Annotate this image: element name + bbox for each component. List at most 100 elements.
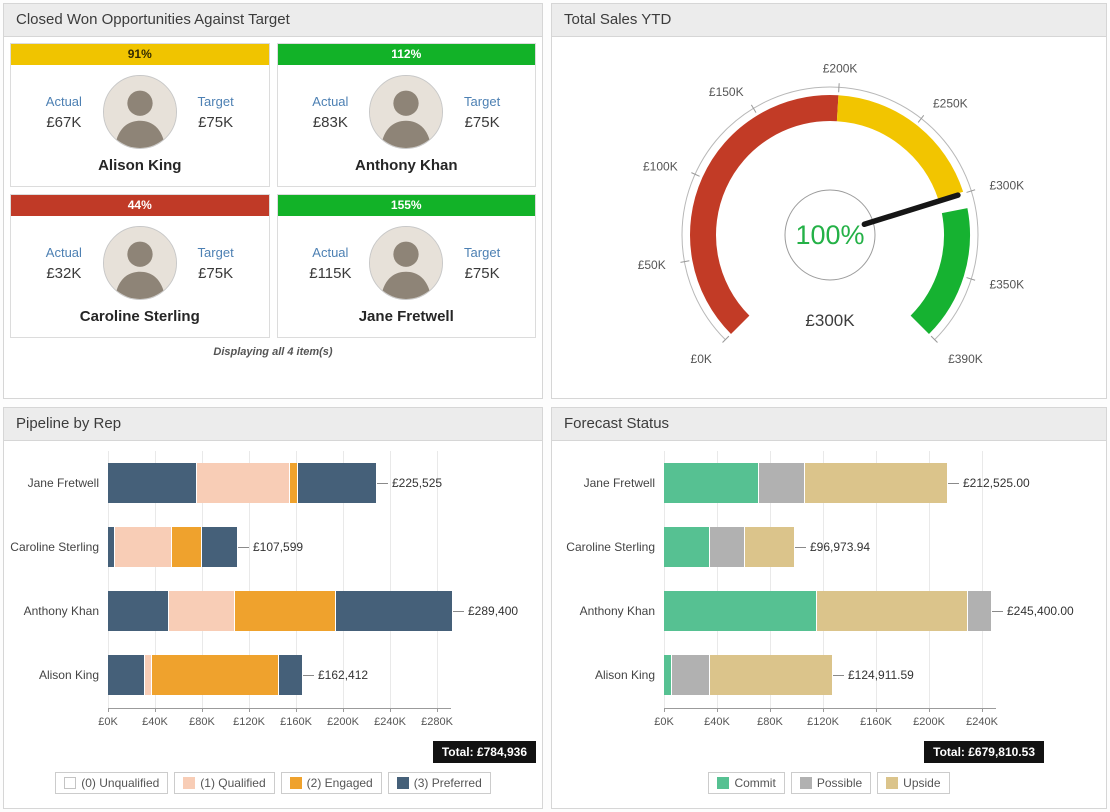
axis-tick: [343, 708, 344, 712]
bar-segment-3-preferred[interactable]: [298, 463, 376, 503]
closed-won-title: Closed Won Opportunities Against Target: [4, 4, 542, 37]
card-main: Actual £32K Target £75K: [11, 216, 269, 306]
target-value: £75K: [198, 113, 234, 131]
value-connector: [833, 674, 844, 676]
bar-segment-upside[interactable]: [710, 655, 832, 695]
rep-card: 44% Actual £32K Target £75K Caroline Sterling: [10, 194, 270, 338]
gauge-percent-label: 100%: [795, 220, 864, 250]
total-sales-body: £0K £50K £100K £150K £200K £250K £300K £350K £39…: [552, 37, 1106, 398]
bar-segment-commit[interactable]: [664, 527, 709, 567]
bar-segment-possible[interactable]: [968, 591, 991, 631]
gridline: [202, 451, 203, 708]
bar-segment-3-preferred[interactable]: [108, 591, 168, 631]
gridline: [823, 451, 824, 708]
axis-tick: [664, 708, 665, 712]
bar-value-label: £107,599: [253, 540, 304, 554]
bar-segment-upside[interactable]: [745, 527, 794, 567]
bar-segment-2-engaged[interactable]: [290, 463, 297, 503]
rep-name: Anthony Khan: [355, 157, 458, 174]
bar-segment-1-qualified[interactable]: [145, 655, 151, 695]
bar-segment-2-engaged[interactable]: [235, 591, 335, 631]
pipeline-chart: £0K £40K £80K £120K £160K £200K £240K £280K Jane…: [4, 441, 542, 808]
rep-card: 155% Actual £115K Target £75K Jane Fretwell: [276, 194, 536, 338]
gauge-tick-label: £350K: [989, 278, 1024, 292]
axis-tick: [390, 708, 391, 712]
axis-tick: [296, 708, 297, 712]
axis-tick-label: £0K: [98, 716, 118, 728]
bar-segment-3-preferred[interactable]: [279, 655, 302, 695]
axis-tick-label: £240K: [374, 716, 406, 728]
gridline: [876, 451, 877, 708]
legend-item-3-preferred[interactable]: (3) Preferred: [387, 772, 491, 794]
bar-segment-commit[interactable]: [664, 591, 816, 631]
gridline: [343, 451, 344, 708]
gauge-tick: [691, 172, 700, 177]
axis-tick: [249, 708, 250, 712]
actual-value: £83K: [312, 113, 348, 131]
panel-pipeline: Pipeline by Rep £0K £40K £80K £120K £160K £20…: [3, 407, 543, 809]
gridline: [390, 451, 391, 708]
category-label: Jane Fretwell: [583, 476, 655, 490]
bar-segment-2-engaged[interactable]: [172, 527, 201, 567]
gridline: [770, 451, 771, 708]
legend-item-2-engaged[interactable]: (2) Engaged: [280, 772, 382, 794]
forecast-total-badge: Total: £679,810.53: [924, 741, 1044, 763]
bar-segment-commit[interactable]: [664, 655, 671, 695]
rep-card: 91% Actual £67K Target £75K Alison King: [10, 43, 270, 187]
gauge-tick-label: £100K: [643, 159, 678, 173]
person-silhouette-icon: [103, 227, 176, 299]
axis-tick: [155, 708, 156, 712]
bar-segment-3-preferred[interactable]: [108, 463, 196, 503]
target-percent-bar: 155%: [277, 195, 535, 216]
legend-label: (2) Engaged: [306, 776, 373, 790]
gauge-tick-label: £200K: [823, 61, 858, 75]
rep-name: Alison King: [98, 157, 182, 174]
bar-value-label: £225,525: [392, 476, 443, 490]
bar-segment-1-qualified[interactable]: [115, 527, 171, 567]
pipeline-body: £0K £40K £80K £120K £160K £200K £240K £280K Jane…: [4, 441, 542, 808]
axis-tick-label: £80K: [189, 716, 215, 728]
bar-stack: [664, 591, 992, 631]
legend-item-upside[interactable]: Upside: [877, 772, 950, 794]
bar-segment-commit[interactable]: [664, 463, 758, 503]
pipeline-plot: £0K £40K £80K £120K £160K £200K £240K £280K Jane…: [4, 451, 542, 743]
closed-won-body: 91% Actual £67K Target £75K Alison King 112% Ac…: [4, 37, 542, 398]
bar-segment-possible[interactable]: [759, 463, 804, 503]
bar-stack: [108, 655, 303, 695]
gauge-tick: [930, 335, 938, 343]
bar-segment-possible[interactable]: [672, 655, 709, 695]
bar-segment-1-qualified[interactable]: [197, 463, 289, 503]
gauge-center-circle: [784, 189, 876, 281]
forecast-plot: £0K £40K £80K £120K £160K £200K £240K Jane Fret…: [552, 451, 1106, 743]
gauge-tick-label: £0K: [691, 352, 712, 366]
bar-segment-3-preferred[interactable]: [336, 591, 452, 631]
bar-value-label: £212,525.00: [963, 476, 1030, 490]
bar-row: Caroline Sterling £96,973.94: [552, 515, 1106, 579]
legend-item-1-qualified[interactable]: (1) Qualified: [174, 772, 275, 794]
legend-item-possible[interactable]: Possible: [790, 772, 872, 794]
bar-segment-1-qualified[interactable]: [169, 591, 234, 631]
bar-segment-upside[interactable]: [817, 591, 967, 631]
legend-item-commit[interactable]: Commit: [708, 772, 785, 794]
card-main: Actual £67K Target £75K: [11, 65, 269, 155]
bar-segment-3-preferred[interactable]: [108, 527, 114, 567]
actual-value: £32K: [46, 264, 82, 282]
gauge-tick: [966, 277, 976, 281]
bar-segment-upside[interactable]: [805, 463, 947, 503]
axis-tick-label: £240K: [966, 716, 998, 728]
bar-segment-possible[interactable]: [710, 527, 744, 567]
legend-swatch: [799, 777, 812, 789]
panel-forecast: Forecast Status £0K £40K £80K £120K £160K £20…: [551, 407, 1107, 809]
category-label: Caroline Sterling: [566, 540, 655, 554]
gauge-value-label: £300K: [805, 311, 855, 330]
gauge-tick-label: £390K: [948, 352, 983, 366]
legend-item-0-unqualified[interactable]: (0) Unqualified: [55, 772, 169, 794]
axis-tick-label: £280K: [421, 716, 453, 728]
bar-segment-3-preferred[interactable]: [108, 655, 144, 695]
bar-segment-2-engaged[interactable]: [152, 655, 278, 695]
bar-segment-3-preferred[interactable]: [202, 527, 237, 567]
actual-metric: Actual £83K: [292, 94, 370, 131]
axis-tick-label: £0K: [654, 716, 674, 728]
legend-swatch: [717, 777, 730, 789]
